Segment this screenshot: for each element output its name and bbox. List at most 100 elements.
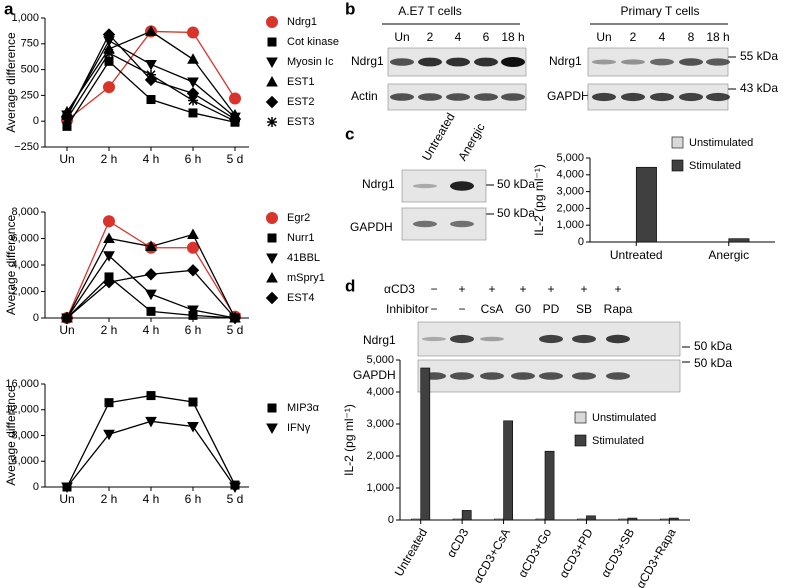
x-tick-label: Un	[59, 152, 74, 166]
y-tick-label: 8,000	[11, 206, 39, 218]
y-tick-label: 1,000	[556, 219, 584, 231]
band	[572, 334, 596, 344]
bar	[668, 517, 679, 521]
legend-swatch	[574, 411, 587, 424]
x-tick-label: αCD3	[444, 526, 472, 560]
condition-value: +	[458, 282, 465, 296]
y-tick-label: 5,000	[366, 354, 394, 366]
legend-label: EST2	[287, 96, 315, 108]
x-tick-label: Un	[59, 323, 74, 337]
band	[650, 92, 674, 102]
marker	[267, 403, 277, 413]
lane-label: 4	[455, 30, 462, 44]
lane-label: 18 h	[501, 30, 524, 44]
marker	[146, 391, 156, 401]
legend-label: IFNγ	[287, 422, 311, 434]
band	[650, 58, 674, 66]
band	[539, 372, 563, 380]
marker	[144, 268, 158, 281]
bar	[635, 166, 657, 243]
marker	[266, 57, 278, 69]
marker	[103, 81, 115, 94]
x-tick-label: 6 h	[185, 323, 202, 337]
y-axis-title: Average difference	[4, 385, 18, 486]
bar	[535, 518, 546, 521]
legend-label: Stimulated	[689, 160, 741, 172]
band	[422, 336, 446, 342]
bar	[461, 510, 472, 521]
condition-value: CsA	[481, 302, 504, 316]
marker	[145, 289, 157, 301]
row-label: Ndrg1	[362, 177, 395, 191]
marker	[61, 482, 73, 494]
band	[679, 58, 703, 66]
band	[621, 92, 645, 102]
lane-label: Un	[394, 30, 409, 44]
marker	[146, 69, 156, 80]
marker	[60, 311, 74, 325]
y-axis-title: Average difference	[4, 32, 18, 133]
x-tick-label: αCD3+PD	[556, 526, 596, 581]
marker	[230, 116, 240, 127]
bar	[618, 518, 629, 521]
panel-label: c	[345, 124, 354, 143]
y-tick-label: 0	[33, 481, 39, 493]
legend-label: Nurr1	[287, 232, 315, 244]
legend-label: EST1	[287, 76, 315, 88]
legend-label: EST3	[287, 116, 315, 128]
marker	[102, 28, 116, 41]
marker	[188, 108, 198, 118]
marker	[145, 416, 157, 428]
lane-label: Anergic	[455, 121, 487, 163]
marker	[104, 398, 114, 408]
marker	[102, 276, 116, 289]
band	[413, 183, 437, 189]
marker	[187, 77, 199, 89]
x-tick-label: αCD3+SB	[598, 526, 637, 580]
condition-value: PD	[543, 302, 560, 316]
legend-label: mSpry1	[287, 272, 325, 284]
y-tick-label: 2,000	[366, 450, 394, 462]
band	[446, 57, 470, 67]
condition-value: −	[430, 282, 437, 296]
lane-label: 8	[688, 30, 695, 44]
band	[418, 93, 442, 101]
y-tick-label: 4,000	[366, 386, 394, 398]
band	[446, 93, 470, 101]
marker	[187, 305, 199, 317]
y-tick-label: 4,000	[11, 455, 39, 467]
y-tick-label: 500	[21, 64, 39, 76]
marker	[266, 16, 278, 28]
marker	[145, 25, 157, 36]
condition-label: αCD3	[384, 282, 415, 296]
condition-label: Inhibitor	[386, 302, 429, 316]
band	[511, 372, 535, 380]
marker	[186, 264, 200, 277]
x-tick-label: 2 h	[101, 492, 118, 506]
marker	[267, 37, 277, 47]
marker	[266, 75, 278, 87]
legend-label: Stimulated	[592, 435, 644, 447]
y-axis-title: IL-2 (pg ml⁻¹)	[342, 404, 356, 476]
band	[390, 58, 414, 66]
band	[390, 93, 414, 101]
row-label: Ndrg1	[549, 54, 582, 68]
marker	[188, 397, 198, 407]
row-label: Ndrg1	[363, 333, 396, 347]
lane-label: 18 h	[706, 30, 729, 44]
legend-label: Myosin Ic	[287, 56, 334, 68]
x-tick-label: 6 h	[185, 152, 202, 166]
series-line	[66, 394, 236, 488]
y-tick-label: 2,000	[556, 202, 584, 214]
band	[572, 372, 596, 380]
legend-label: Egr2	[287, 212, 310, 224]
marker	[267, 117, 277, 127]
condition-value: G0	[515, 302, 531, 316]
lane-label: 2	[630, 30, 637, 44]
marker	[62, 114, 72, 125]
y-tick-label: 4,000	[11, 259, 39, 271]
legend-swatch	[671, 136, 684, 149]
x-tick-label: 4 h	[143, 152, 160, 166]
band	[592, 92, 616, 102]
marker	[103, 232, 115, 243]
